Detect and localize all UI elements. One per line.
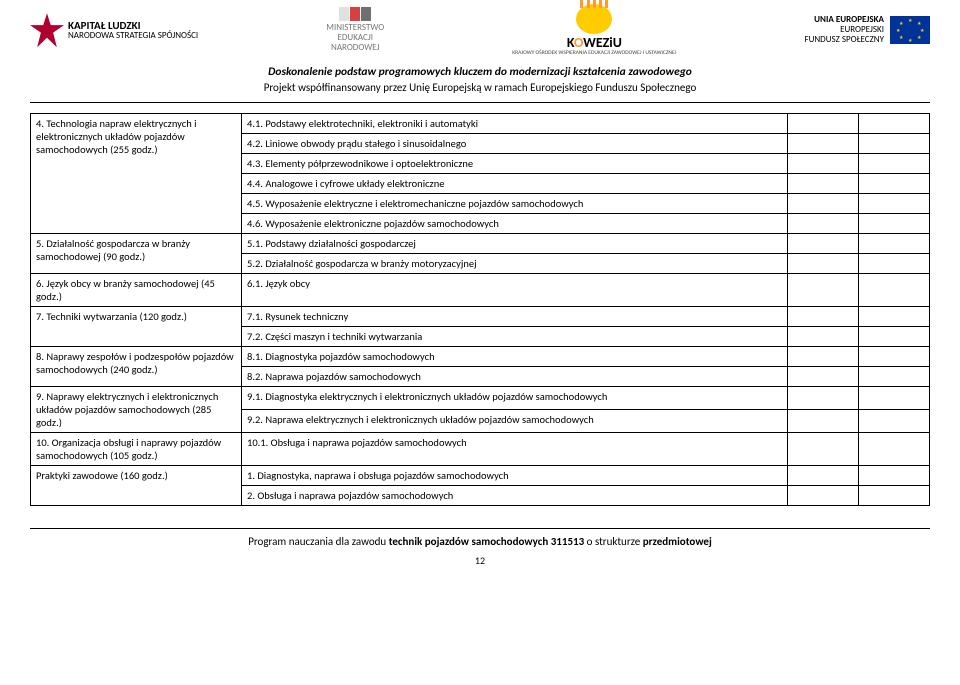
- cell-mid: 4.6. Wyposażenie elektroniczne pojazdów …: [242, 213, 788, 233]
- footer-bold2: przedmiotowej: [643, 535, 712, 548]
- cell-right: [859, 173, 930, 193]
- footer-pre: Program nauczania dla zawodu: [248, 535, 388, 548]
- cell-right: [859, 409, 930, 432]
- eu-line3: FUNDUSZ SPOŁECZNY: [804, 35, 884, 45]
- header-text: Doskonalenie podstaw programowych klucze…: [0, 61, 960, 102]
- footer-text: Program nauczania dla zawodu technik poj…: [0, 529, 960, 554]
- logo-men: MINISTERSTWO EDUKACJI NARODOWEJ: [326, 7, 384, 53]
- cell-left: 5. Działalność gospodarcza w branży samo…: [31, 233, 242, 273]
- cell-mid: 2. Obsługa i naprawa pojazdów samochodow…: [242, 485, 788, 505]
- cell-right: [788, 386, 859, 409]
- cell-mid: 5.2. Działalność gospodarcza w branży mo…: [242, 253, 788, 273]
- cell-right: [788, 193, 859, 213]
- cell-right: [859, 153, 930, 173]
- logo-eu: UNIA EUROPEJSKA EUROPEJSKI FUNDUSZ SPOŁE…: [804, 15, 930, 45]
- cell-right: [859, 193, 930, 213]
- cell-right: [788, 409, 859, 432]
- cell-right: [859, 386, 930, 409]
- cell-right: [859, 432, 930, 465]
- cell-mid: 4.3. Elementy półprzewodnikowe i optoele…: [242, 153, 788, 173]
- men-flag-icon: [326, 7, 384, 21]
- cell-right: [859, 273, 930, 306]
- table-row: 9. Naprawy elektrycznych i elektroniczny…: [31, 386, 930, 409]
- cell-left: 7. Techniki wytwarzania (120 godz.): [31, 306, 242, 346]
- footer-bold1: technik pojazdów samochodowych 311513: [389, 535, 584, 548]
- cell-mid: 5.1. Podstawy działalności gospodarczej: [242, 233, 788, 253]
- cell-right: [859, 233, 930, 253]
- cell-mid: 7.2. Części maszyn i techniki wytwarzani…: [242, 326, 788, 346]
- cell-mid: 8.1. Diagnostyka pojazdów samochodowych: [242, 346, 788, 366]
- cell-left: 8. Naprawy zespołów i podzespołów pojazd…: [31, 346, 242, 386]
- logo-koweziu: KOWEZiU KRAJOWY OŚRODEK WSPIERANIA EDUKA…: [512, 4, 676, 57]
- cell-left: Praktyki zawodowe (160 godz.): [31, 465, 242, 505]
- cell-right: [788, 173, 859, 193]
- table-row: 8. Naprawy zespołów i podzespołów pojazd…: [31, 346, 930, 366]
- cell-mid: 4.4. Analogowe i cyfrowe układy elektron…: [242, 173, 788, 193]
- table-row: 10. Organizacja obsługi i naprawy pojazd…: [31, 432, 930, 465]
- cell-right: [859, 326, 930, 346]
- curriculum-table: 4. Technologia napraw elektrycznych i el…: [30, 113, 930, 506]
- cell-left: 6. Język obcy w branży samochodowej (45 …: [31, 273, 242, 306]
- koweziu-face-icon: [576, 4, 612, 34]
- table-row: 5. Działalność gospodarcza w branży samo…: [31, 233, 930, 253]
- cell-right: [788, 346, 859, 366]
- header-logos: KAPITAŁ LUDZKI NARODOWA STRATEGIA SPÓJNO…: [0, 0, 960, 61]
- header-italic: Doskonalenie podstaw programowych klucze…: [30, 65, 930, 79]
- cell-right: [788, 213, 859, 233]
- men-line3: NARODOWEJ: [326, 43, 384, 53]
- table-row: Praktyki zawodowe (160 godz.) 1. Diagnos…: [31, 465, 930, 485]
- cell-right: [859, 465, 930, 485]
- cell-mid: 9.1. Diagnostyka elektrycznych i elektro…: [242, 386, 788, 409]
- cell-mid: 7.1. Rysunek techniczny: [242, 306, 788, 326]
- kl-figure-icon: [30, 13, 64, 47]
- cell-mid: 4.5. Wyposażenie elektryczne i elektrome…: [242, 193, 788, 213]
- cell-right: [788, 273, 859, 306]
- cell-left: 4. Technologia napraw elektrycznych i el…: [31, 113, 242, 233]
- cell-right: [788, 326, 859, 346]
- logo-kapital-ludzki: KAPITAŁ LUDZKI NARODOWA STRATEGIA SPÓJNO…: [30, 13, 198, 47]
- cell-left: 10. Organizacja obsługi i naprawy pojazd…: [31, 432, 242, 465]
- cell-mid: 10.1. Obsługa i naprawa pojazdów samocho…: [242, 432, 788, 465]
- cell-right: [859, 346, 930, 366]
- eu-flag-icon: ★ ★ ★ ★ ★ ★ ★ ★: [890, 16, 930, 44]
- cell-right: [859, 253, 930, 273]
- cell-right: [788, 133, 859, 153]
- cell-right: [788, 233, 859, 253]
- page-number: 12: [0, 554, 960, 573]
- cell-right: [859, 133, 930, 153]
- cell-right: [788, 485, 859, 505]
- cell-mid: 4.2. Liniowe obwody prądu stałego i sinu…: [242, 133, 788, 153]
- cell-left: 9. Naprawy elektrycznych i elektroniczny…: [31, 386, 242, 432]
- cell-right: [788, 432, 859, 465]
- cell-right: [859, 485, 930, 505]
- cell-mid: 4.1. Podstawy elektrotechniki, elektroni…: [242, 113, 788, 133]
- cell-right: [788, 153, 859, 173]
- cell-right: [788, 113, 859, 133]
- table-row: 4. Technologia napraw elektrycznych i el…: [31, 113, 930, 133]
- cell-right: [859, 113, 930, 133]
- footer-post: o strukturze: [584, 535, 643, 548]
- cell-right: [859, 213, 930, 233]
- kl-subtitle: NARODOWA STRATEGIA SPÓJNOŚCI: [68, 31, 198, 40]
- koweziu-brand: KOWEZiU: [567, 34, 622, 51]
- cell-mid: 1. Diagnostyka, naprawa i obsługa pojazd…: [242, 465, 788, 485]
- table-row: 7. Techniki wytwarzania (120 godz.) 7.1.…: [31, 306, 930, 326]
- header-sub: Projekt współfinansowany przez Unię Euro…: [30, 81, 930, 94]
- cell-right: [788, 465, 859, 485]
- cell-mid: 8.2. Naprawa pojazdów samochodowych: [242, 366, 788, 386]
- cell-right: [859, 366, 930, 386]
- table-row: 6. Język obcy w branży samochodowej (45 …: [31, 273, 930, 306]
- cell-mid: 9.2. Naprawa elektrycznych i elektronicz…: [242, 409, 788, 432]
- cell-right: [788, 306, 859, 326]
- cell-right: [788, 253, 859, 273]
- content: 4. Technologia napraw elektrycznych i el…: [0, 103, 960, 516]
- cell-mid: 6.1. Język obcy: [242, 273, 788, 306]
- koweziu-sub: KRAJOWY OŚRODEK WSPIERANIA EDUKACJI ZAWO…: [512, 51, 676, 57]
- cell-right: [788, 366, 859, 386]
- cell-right: [859, 306, 930, 326]
